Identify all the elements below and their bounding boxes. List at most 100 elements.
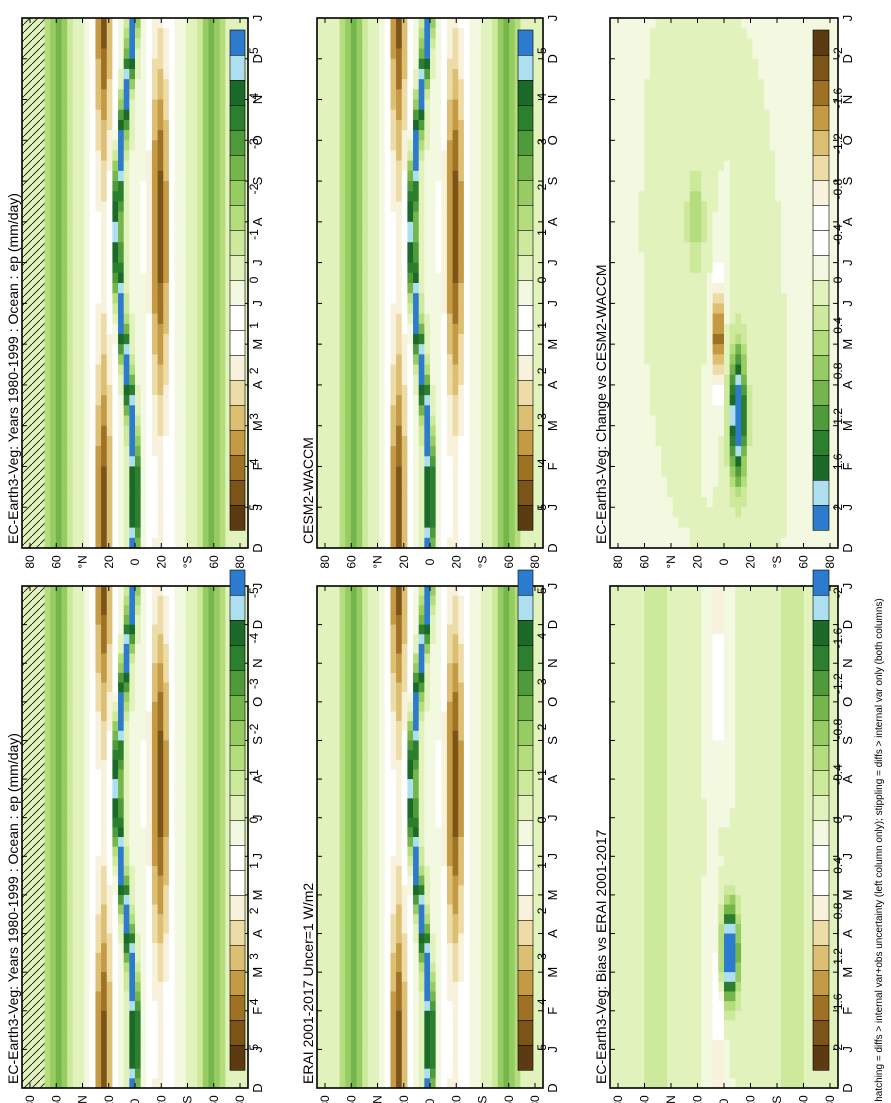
month-tick-label: A bbox=[250, 774, 265, 783]
heatmap-cell bbox=[101, 894, 108, 906]
heatmap-cell bbox=[129, 354, 136, 366]
heatmap-cell bbox=[185, 740, 193, 751]
heatmap-cell bbox=[214, 624, 221, 635]
heatmap-cell bbox=[101, 962, 108, 973]
heatmap-cell bbox=[55, 201, 63, 213]
heatmap-cell bbox=[322, 991, 329, 1002]
heatmap-cell bbox=[185, 643, 193, 655]
heatmap-cell bbox=[67, 28, 74, 39]
heatmap-cell bbox=[118, 586, 125, 597]
heatmap-cell bbox=[112, 711, 119, 722]
heatmap-cell bbox=[328, 1010, 335, 1022]
heatmap-cell bbox=[333, 701, 341, 713]
heatmap-cell bbox=[157, 595, 164, 606]
heatmap-cell bbox=[44, 624, 51, 635]
heatmap-cell bbox=[95, 914, 102, 925]
heatmap-cell bbox=[67, 119, 74, 131]
heatmap-cell bbox=[67, 170, 74, 182]
heatmap-cell bbox=[101, 624, 108, 635]
heatmap-cell bbox=[61, 537, 68, 549]
heatmap-cell bbox=[197, 364, 204, 376]
heatmap-cell bbox=[55, 788, 63, 799]
heatmap-cell bbox=[202, 58, 210, 70]
heatmap-cell bbox=[72, 384, 80, 396]
month-tick-label: J bbox=[250, 504, 265, 511]
heatmap-cell bbox=[55, 537, 63, 549]
heatmap-cell bbox=[140, 808, 147, 819]
heatmap-cell bbox=[328, 914, 335, 925]
heatmap-cell bbox=[44, 1020, 51, 1031]
heatmap-cell bbox=[72, 904, 80, 915]
heatmap-cell bbox=[101, 837, 108, 848]
heatmap-cell bbox=[151, 211, 159, 223]
heatmap-cell bbox=[219, 1039, 226, 1050]
heatmap-cell bbox=[140, 28, 147, 39]
heatmap-cell bbox=[112, 894, 119, 906]
heatmap-cell bbox=[129, 798, 136, 809]
heatmap-cell bbox=[322, 943, 329, 954]
month-tick-label: J bbox=[250, 583, 265, 590]
heatmap-cell bbox=[197, 333, 204, 345]
heatmap-cell bbox=[101, 150, 108, 162]
heatmap-cell bbox=[214, 68, 221, 80]
heatmap-cell bbox=[89, 201, 97, 213]
heatmap-cell bbox=[168, 476, 176, 488]
heatmap-cell bbox=[123, 303, 130, 315]
heatmap-cell bbox=[219, 672, 226, 684]
heatmap-cell bbox=[84, 435, 91, 447]
heatmap-cell bbox=[197, 817, 204, 828]
heatmap-cell bbox=[191, 817, 198, 828]
heatmap-cell bbox=[112, 333, 119, 345]
heatmap-cell bbox=[168, 1039, 176, 1050]
heatmap-cell bbox=[89, 48, 97, 60]
heatmap-cell bbox=[146, 653, 153, 664]
heatmap-cell bbox=[140, 991, 147, 1002]
heatmap-cell bbox=[129, 242, 136, 254]
heatmap-cell bbox=[106, 191, 113, 203]
heatmap-cell bbox=[135, 1068, 142, 1079]
heatmap-cell bbox=[55, 1078, 63, 1089]
heatmap-cell bbox=[317, 894, 324, 906]
heatmap-cell bbox=[191, 692, 198, 703]
heatmap-cell bbox=[345, 586, 352, 597]
heatmap-cell bbox=[214, 313, 221, 325]
heatmap-cell bbox=[157, 624, 164, 635]
heatmap-cell bbox=[123, 99, 130, 111]
heatmap-cell bbox=[333, 1010, 341, 1022]
heatmap-cell bbox=[379, 827, 386, 838]
heatmap-cell bbox=[174, 395, 181, 406]
heatmap-cell bbox=[101, 914, 108, 925]
heatmap-cell bbox=[242, 28, 249, 39]
heatmap-cell bbox=[129, 837, 136, 848]
heatmap-cell bbox=[356, 779, 363, 790]
heatmap-cell bbox=[214, 730, 221, 742]
heatmap-cell bbox=[333, 1068, 341, 1079]
heatmap-cell bbox=[202, 79, 210, 90]
heatmap-cell bbox=[72, 1078, 80, 1089]
heatmap-cell bbox=[72, 701, 80, 713]
heatmap-cell bbox=[174, 242, 181, 254]
heatmap-cell bbox=[219, 466, 226, 478]
heatmap-cell bbox=[118, 769, 125, 780]
heatmap-cell bbox=[202, 991, 210, 1002]
heatmap-cell bbox=[214, 293, 221, 304]
heatmap-cell bbox=[350, 692, 358, 703]
heatmap-cell bbox=[72, 1059, 80, 1070]
heatmap-cell bbox=[225, 682, 232, 693]
heatmap-cell bbox=[112, 981, 119, 993]
heatmap-cell bbox=[390, 653, 397, 664]
heatmap-cell bbox=[185, 605, 193, 616]
heatmap-cell bbox=[242, 653, 249, 664]
heatmap-cell bbox=[50, 425, 57, 437]
heatmap-cell bbox=[191, 663, 198, 674]
heatmap-cell bbox=[350, 981, 358, 993]
heatmap-cell bbox=[118, 827, 125, 838]
heatmap-cell bbox=[118, 962, 125, 973]
heatmap-cell bbox=[219, 446, 226, 457]
heatmap-cell bbox=[197, 507, 204, 519]
heatmap-cell bbox=[219, 150, 226, 162]
heatmap-cell bbox=[168, 68, 176, 80]
heatmap-cell bbox=[123, 740, 130, 751]
heatmap-cell bbox=[112, 730, 119, 742]
heatmap-cell bbox=[151, 89, 159, 101]
